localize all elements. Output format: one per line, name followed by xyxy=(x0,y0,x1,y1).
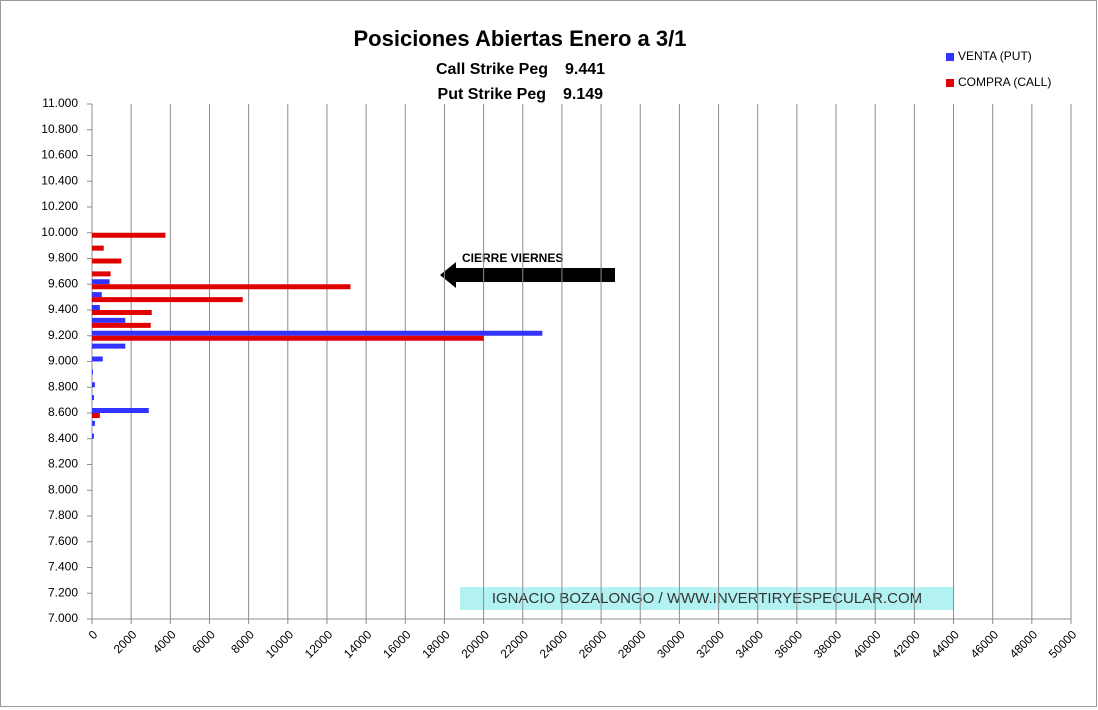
watermark-box xyxy=(460,587,954,610)
watermark: IGNACIO BOZALONGO / WWW.INVERTIRYESPECUL… xyxy=(492,590,922,607)
subtitle-label: Call Strike Peg xyxy=(436,61,548,78)
bar xyxy=(92,297,243,303)
chart-title: Posiciones Abiertas Enero a 3/1 xyxy=(354,26,687,51)
y-tick-label: 9.400 xyxy=(48,302,78,316)
bar xyxy=(92,232,166,238)
bar xyxy=(92,271,111,277)
y-tick-label: 7.600 xyxy=(48,534,78,548)
y-tick-label: 8.400 xyxy=(48,431,78,445)
y-tick-label: 8.800 xyxy=(48,379,78,393)
y-tick-label: 7.400 xyxy=(48,560,78,574)
legend-swatch xyxy=(946,79,954,87)
y-tick-label: 10.000 xyxy=(41,225,78,239)
bar xyxy=(92,279,110,285)
bar xyxy=(92,369,93,375)
bar xyxy=(92,317,126,323)
y-tick-label: 7.800 xyxy=(48,508,78,522)
annotation: CIERRE VIERNES xyxy=(462,251,563,265)
bar xyxy=(92,310,152,315)
legend-swatch xyxy=(946,53,954,61)
bar xyxy=(92,335,484,341)
bar xyxy=(92,433,94,439)
bar xyxy=(92,343,126,349)
y-tick-label: 8.200 xyxy=(48,457,78,471)
bar xyxy=(92,322,151,328)
bar xyxy=(92,356,103,362)
y-tick-label: 8.600 xyxy=(48,405,78,419)
y-tick-label: 7.000 xyxy=(48,611,78,625)
y-tick-label: 7.200 xyxy=(48,585,78,599)
bar xyxy=(92,408,149,413)
y-tick-label: 10.200 xyxy=(41,199,78,213)
bar xyxy=(92,413,100,418)
bar xyxy=(92,245,104,251)
y-tick-label: 9.200 xyxy=(48,328,78,342)
bar xyxy=(92,330,543,336)
y-tick-label: 9.000 xyxy=(48,354,78,368)
subtitle-label: Put Strike Peg xyxy=(438,86,546,103)
bar xyxy=(92,305,100,310)
bar xyxy=(92,420,95,426)
y-tick-label: 10.600 xyxy=(41,148,78,162)
subtitle-value: 9.149 xyxy=(563,86,603,103)
bar xyxy=(92,395,94,401)
bar xyxy=(92,258,122,264)
y-tick-label: 9.600 xyxy=(48,276,78,290)
y-tick-label: 8.000 xyxy=(48,482,78,496)
y-tick-label: 10.400 xyxy=(41,173,78,187)
bar xyxy=(92,292,102,298)
y-tick-label: 9.800 xyxy=(48,251,78,265)
bar xyxy=(92,284,351,290)
legend-label: VENTA (PUT) xyxy=(958,49,1032,63)
y-tick-label: 11.000 xyxy=(42,96,78,110)
bar xyxy=(92,382,95,388)
subtitle-value: 9.441 xyxy=(565,61,605,78)
y-tick-label: 10.800 xyxy=(41,122,78,136)
legend-label: COMPRA (CALL) xyxy=(958,75,1051,89)
